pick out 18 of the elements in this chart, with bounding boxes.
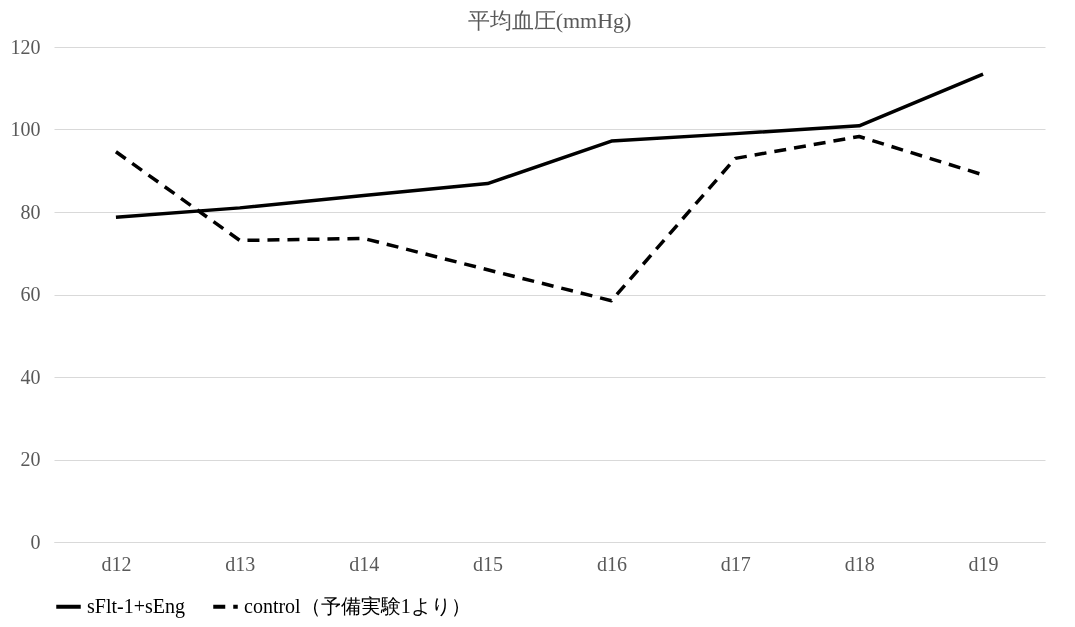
chart-title: 平均血圧(mmHg) xyxy=(467,8,632,33)
x-tick-label: d12 xyxy=(101,552,132,575)
x-tick-label: d13 xyxy=(225,552,256,575)
x-tick-label: d17 xyxy=(720,552,751,575)
y-tick-label: 80 xyxy=(20,200,41,223)
x-tick-label: d15 xyxy=(473,552,504,575)
y-tick-label: 20 xyxy=(20,448,41,470)
x-tick-label: d14 xyxy=(349,552,380,575)
y-tick-label: 100 xyxy=(10,118,41,140)
y-tick-label: 0 xyxy=(30,530,41,553)
x-tick-label: d18 xyxy=(844,552,875,575)
x-tick-label: d19 xyxy=(968,552,999,575)
legend-label: control（予備実験1より） xyxy=(244,594,471,617)
y-tick-label: 60 xyxy=(20,283,41,305)
legend-label: sFlt-1+sEng xyxy=(87,594,185,618)
y-tick-label: 40 xyxy=(20,365,41,388)
x-tick-label: d16 xyxy=(596,552,627,575)
y-tick-label: 120 xyxy=(10,35,41,58)
